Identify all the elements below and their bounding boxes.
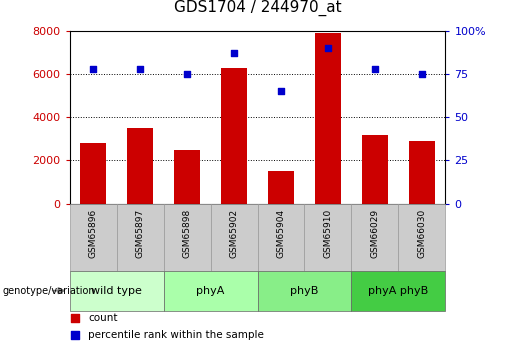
Text: phyA: phyA <box>196 286 225 296</box>
Text: GSM66029: GSM66029 <box>370 209 380 258</box>
Bar <box>116 204 164 271</box>
Point <box>183 71 191 77</box>
Text: percentile rank within the sample: percentile rank within the sample <box>88 331 264 340</box>
Text: GSM65904: GSM65904 <box>277 209 285 258</box>
Text: GSM65897: GSM65897 <box>135 209 145 258</box>
Text: GSM65910: GSM65910 <box>323 209 333 258</box>
Bar <box>127 128 153 204</box>
Bar <box>80 143 106 204</box>
Text: phyA phyB: phyA phyB <box>368 286 428 296</box>
Point <box>324 46 332 51</box>
Bar <box>399 204 445 271</box>
Point <box>418 71 426 77</box>
Point <box>245 111 253 117</box>
Bar <box>362 135 388 204</box>
Point <box>277 89 285 94</box>
Bar <box>221 68 247 204</box>
Bar <box>304 204 352 271</box>
Bar <box>352 204 399 271</box>
Text: GSM66030: GSM66030 <box>418 209 426 258</box>
Bar <box>211 204 258 271</box>
Bar <box>315 33 341 204</box>
Bar <box>174 150 200 204</box>
Text: phyB: phyB <box>290 286 319 296</box>
Point <box>371 66 379 72</box>
Text: GDS1704 / 244970_at: GDS1704 / 244970_at <box>174 0 341 16</box>
Text: count: count <box>88 313 117 323</box>
Point <box>245 267 253 272</box>
Bar <box>164 204 211 271</box>
Point <box>230 51 238 56</box>
Text: GSM65902: GSM65902 <box>230 209 238 258</box>
Bar <box>409 141 435 204</box>
Bar <box>268 171 294 204</box>
Bar <box>258 271 351 310</box>
Point <box>89 66 97 72</box>
Text: GSM65898: GSM65898 <box>182 209 192 258</box>
Text: GSM65896: GSM65896 <box>89 209 97 258</box>
Bar <box>70 204 116 271</box>
Text: wild type: wild type <box>91 286 142 296</box>
Bar <box>352 271 445 310</box>
Bar <box>164 271 258 310</box>
Point <box>136 66 144 72</box>
Bar <box>70 271 164 310</box>
Text: genotype/variation: genotype/variation <box>3 286 95 296</box>
Bar <box>258 204 304 271</box>
